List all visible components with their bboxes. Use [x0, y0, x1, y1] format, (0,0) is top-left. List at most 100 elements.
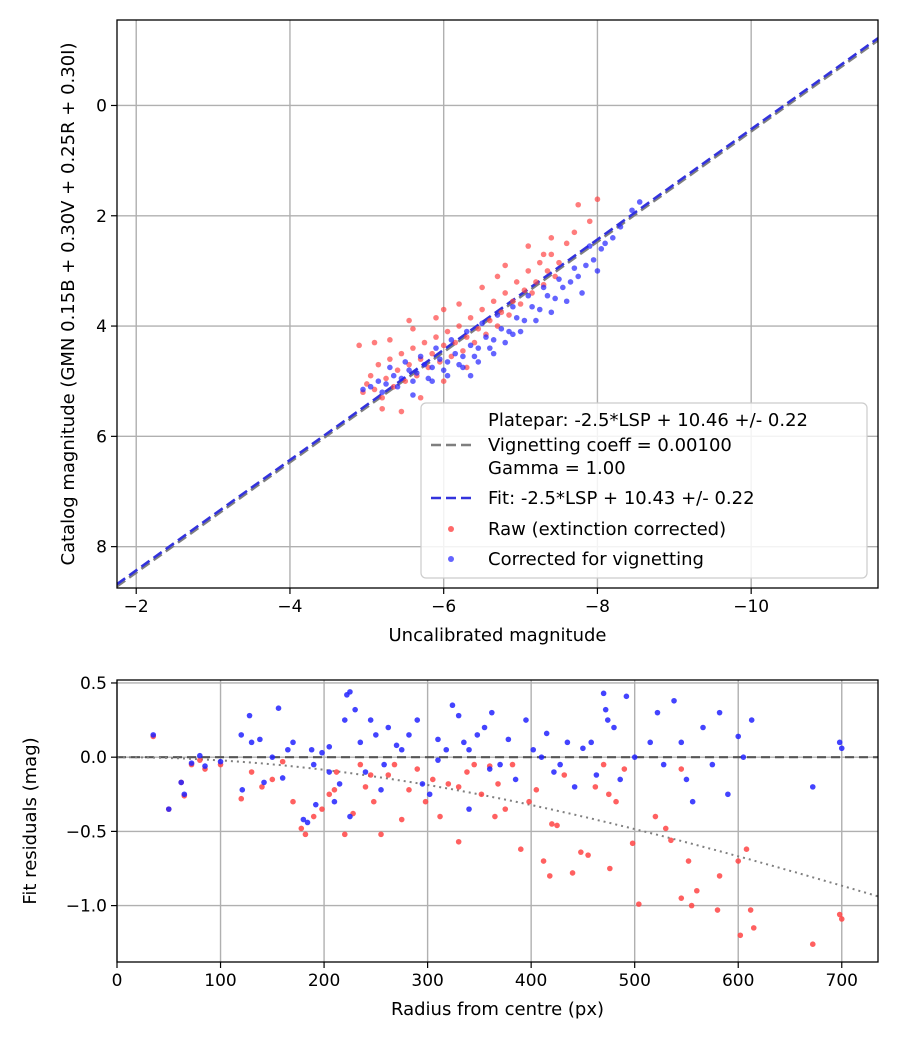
legend-label: Raw (extinction corrected) — [488, 519, 726, 540]
raw-point — [571, 229, 578, 236]
raw-point — [494, 273, 501, 280]
raw-point — [613, 798, 619, 805]
raw-point — [341, 831, 348, 838]
raw-point — [556, 259, 562, 266]
y-tick-label: 2 — [96, 207, 107, 227]
corrected-point — [748, 717, 755, 723]
raw-point — [506, 312, 512, 318]
corrected-point — [836, 739, 843, 746]
raw-point — [546, 873, 553, 879]
raw-point — [371, 339, 378, 346]
raw-point — [456, 323, 462, 329]
corrected-point — [437, 356, 443, 362]
fit-line — [117, 37, 878, 586]
corrected-point — [357, 739, 364, 746]
corrected-point — [429, 378, 435, 385]
raw-point — [737, 932, 744, 939]
raw-point — [554, 822, 560, 829]
corrected-point — [444, 372, 451, 379]
raw-point — [525, 243, 532, 249]
raw-point — [398, 408, 405, 415]
corrected-point — [809, 784, 816, 790]
corrected-point — [678, 739, 685, 746]
raw-point — [379, 405, 385, 412]
corrected-point — [444, 359, 451, 365]
raw-point — [652, 813, 659, 820]
corrected-point — [165, 806, 172, 812]
corrected-point — [536, 306, 543, 313]
corrected-point — [197, 752, 203, 759]
corrected-point — [660, 761, 667, 768]
raw-point — [549, 821, 555, 827]
raw-point — [561, 772, 568, 778]
corrected-point — [375, 378, 382, 385]
corrected-point — [540, 284, 547, 291]
corrected-point — [583, 262, 589, 269]
x-tick-label: −10 — [733, 597, 769, 617]
corrected-point — [336, 781, 343, 787]
raw-point — [586, 218, 593, 225]
legend-label: Fit: -2.5*LSP + 10.43 +/- 0.22 — [488, 488, 755, 509]
raw-point — [410, 326, 416, 332]
raw-point — [490, 298, 497, 305]
raw-point — [331, 787, 338, 793]
raw-point — [509, 761, 516, 768]
corrected-point — [279, 775, 286, 781]
x-tick-label: 200 — [308, 971, 340, 991]
corrected-point — [238, 732, 245, 738]
corrected-point — [671, 697, 677, 704]
raw-point — [440, 378, 447, 385]
raw-point — [479, 306, 485, 313]
corrected-point — [150, 732, 157, 738]
raw-point — [747, 907, 754, 913]
corrected-point — [275, 705, 282, 711]
raw-point — [475, 326, 482, 332]
raw-point — [478, 791, 485, 798]
raw-point — [594, 196, 601, 203]
raw-point — [688, 902, 695, 909]
raw-point — [333, 769, 340, 775]
corrected-point — [654, 709, 661, 716]
raw-point — [569, 870, 576, 876]
raw-point — [636, 901, 642, 907]
corrected-point — [398, 746, 405, 753]
corrected-point — [310, 761, 317, 768]
raw-point — [378, 831, 384, 838]
raw-point — [379, 394, 385, 401]
raw-point — [607, 865, 613, 872]
raw-point — [548, 235, 555, 241]
corrected-point — [426, 791, 433, 798]
raw-point — [367, 372, 374, 379]
raw-point — [391, 761, 398, 768]
corrected-point — [533, 317, 539, 324]
legend-label: Corrected for vignetting — [488, 549, 704, 570]
corrected-point — [300, 816, 307, 823]
raw-point — [621, 766, 628, 772]
corrected-point — [538, 754, 545, 760]
x-tick-label: 700 — [826, 971, 858, 991]
corrected-point — [512, 776, 519, 783]
corrected-point — [417, 353, 424, 360]
corrected-point — [414, 717, 421, 723]
raw-point — [517, 301, 524, 307]
raw-point — [716, 873, 723, 879]
corrected-point — [481, 724, 488, 731]
raw-point — [492, 813, 498, 820]
raw-point — [421, 339, 428, 346]
raw-point — [525, 268, 532, 274]
corrected-point — [523, 717, 529, 723]
corrected-point — [571, 265, 578, 271]
raw-point — [414, 766, 421, 772]
y-tick-label: −1.0 — [66, 897, 107, 917]
corrected-point — [261, 779, 267, 786]
corrected-point — [510, 303, 516, 310]
corrected-point — [683, 776, 690, 783]
corrected-point — [564, 739, 571, 746]
y-tick-label: 0.0 — [80, 748, 107, 768]
raw-point — [370, 798, 377, 805]
corrected-point — [563, 298, 570, 305]
corrected-point — [410, 378, 416, 385]
raw-point — [319, 806, 325, 812]
corrected-point — [373, 732, 379, 738]
